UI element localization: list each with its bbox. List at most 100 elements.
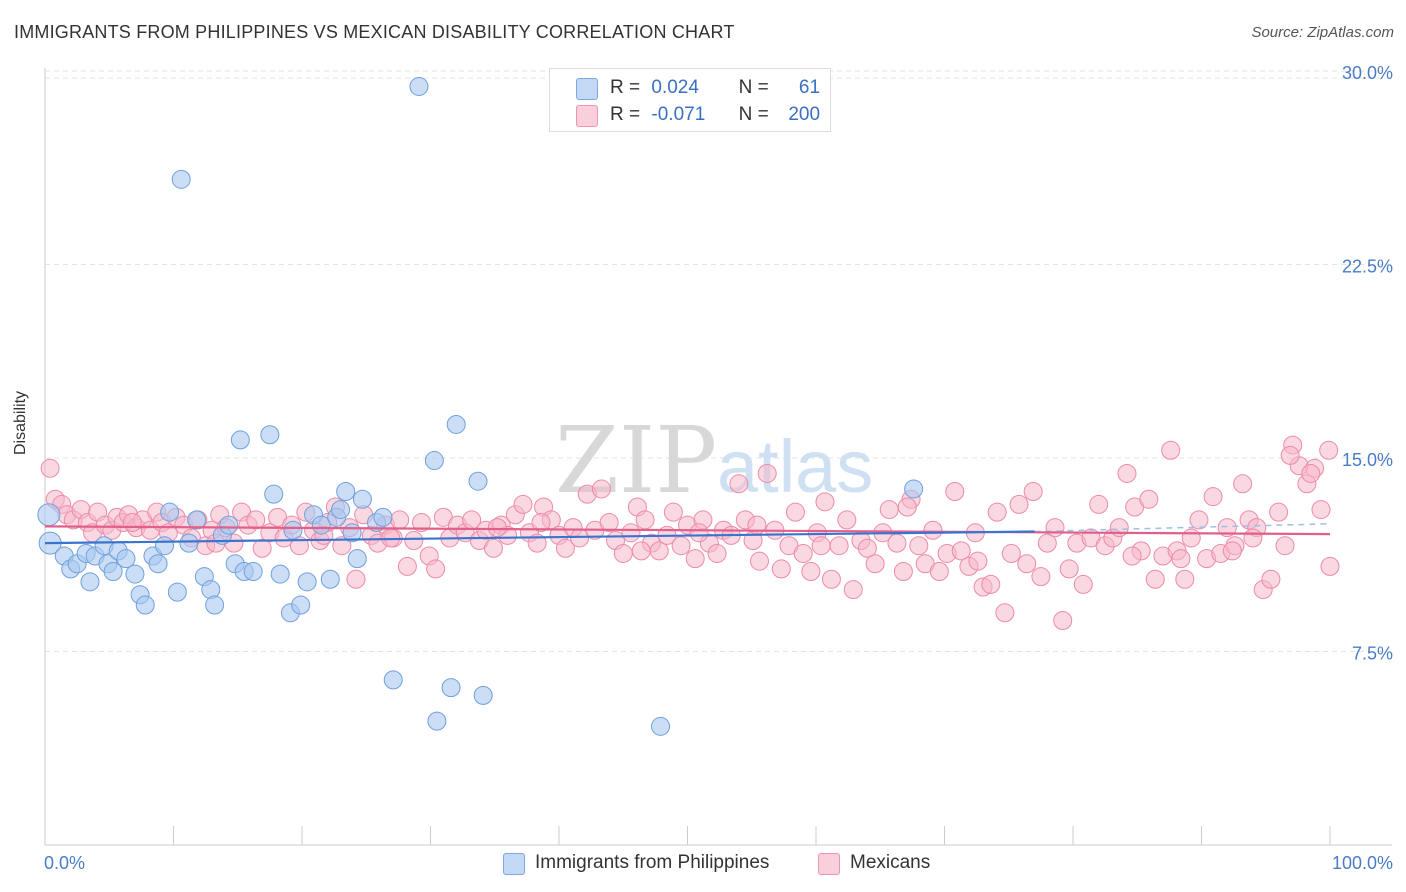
mexicans-point	[879, 500, 899, 520]
legend-r-value: 0.024	[651, 77, 699, 98]
mexicans-point	[426, 559, 446, 579]
mexicans-point	[397, 556, 417, 576]
mexicans-point	[811, 536, 831, 556]
mexicans-point	[929, 562, 949, 582]
legend-swatch-philippines	[576, 78, 598, 100]
mexicans-point	[1261, 569, 1281, 589]
legend-n-value: 61	[798, 77, 821, 98]
y-tick-label: 7.5%	[1352, 643, 1393, 663]
legend-r-value: -0.071	[651, 104, 706, 125]
mexicans-point	[771, 559, 791, 579]
philippines-point	[320, 569, 340, 589]
mexicans-point	[1045, 518, 1065, 538]
stats-legend: R = 0.024 N = 61 R = -0.071 N = 200	[549, 68, 831, 132]
x-tick-label: 0.0%	[44, 853, 85, 873]
mexicans-point	[412, 512, 432, 532]
mexicans-point	[527, 533, 547, 553]
axes	[44, 68, 1392, 846]
philippines-point	[383, 670, 403, 690]
legend-n-label: N =	[738, 104, 769, 125]
philippines-point	[37, 503, 61, 527]
chart-title: IMMIGRANTS FROM PHILIPPINES VS MEXICAN D…	[14, 22, 735, 42]
y-tick-label: 22.5%	[1342, 256, 1393, 276]
tick-labels: 7.5% 15.0% 22.5% 30.0% 0.0% 100.0%	[44, 63, 1393, 873]
mexicans-point	[1117, 463, 1137, 483]
philippines-trend-line	[44, 530, 1035, 545]
mexicans-point	[1059, 559, 1079, 579]
mexicans-point	[757, 463, 777, 483]
mexicans-point	[591, 479, 611, 499]
mexicans-point	[951, 541, 971, 561]
mexicans-point	[815, 492, 835, 512]
legend-r-label: R =	[610, 104, 641, 125]
mexicans-point	[1089, 494, 1109, 514]
philippines-point	[331, 500, 351, 520]
mexicans-point	[332, 536, 352, 556]
philippines-point	[230, 430, 250, 450]
mexicans-point	[893, 562, 913, 582]
philippines-point	[904, 479, 924, 499]
philippines-point	[116, 549, 136, 569]
mexicans-point	[897, 497, 917, 517]
philippines-point	[297, 572, 317, 592]
philippines-point	[179, 533, 199, 553]
philippines-point	[473, 685, 493, 705]
mexicans-point	[987, 502, 1007, 522]
philippines-point	[243, 562, 263, 582]
bottom-legend-label-mexicans: Mexicans	[850, 852, 931, 873]
philippines-point	[80, 572, 100, 592]
philippines-point	[424, 451, 444, 471]
x-tick-label: 100.0%	[1332, 853, 1393, 873]
mexicans-point	[671, 536, 691, 556]
mexicans-point	[1275, 536, 1295, 556]
philippines-point	[427, 711, 447, 731]
mexicans-point	[40, 458, 60, 478]
mexicans-point	[1037, 533, 1057, 553]
philippines-point	[446, 414, 466, 434]
philippines-point	[409, 76, 429, 96]
mexicans-point	[631, 541, 651, 561]
philippines-point	[125, 564, 145, 584]
mexicans-point	[252, 538, 272, 558]
legend-r-label: R =	[610, 77, 641, 98]
mexicans-point	[246, 510, 266, 530]
mexicans-point	[981, 574, 1001, 594]
philippines-point	[135, 595, 155, 615]
mexicans-point	[1319, 440, 1339, 460]
mexicans-trend-line	[44, 525, 1331, 536]
mexicans-point	[1222, 541, 1242, 561]
mexicans-point	[1189, 510, 1209, 530]
mexicans-point	[829, 536, 849, 556]
mexicans-point	[346, 569, 366, 589]
mexicans-point	[390, 510, 410, 530]
mexicans-point	[1311, 500, 1331, 520]
mexicans-point	[1122, 546, 1142, 566]
philippines-point	[171, 169, 191, 189]
mexicans-point	[843, 580, 863, 600]
mexicans-point	[1175, 569, 1195, 589]
mexicans-point	[968, 551, 988, 571]
philippines-point	[311, 515, 331, 535]
mexicans-point	[793, 543, 813, 563]
philippines-point	[219, 515, 239, 535]
mexicans-point	[749, 551, 769, 571]
mexicans-point	[621, 523, 641, 543]
bottom-legend-swatch-mexicans	[818, 853, 840, 875]
mexicans-point	[729, 474, 749, 494]
legend-n-value: 200	[788, 104, 821, 125]
mexicans-point	[707, 543, 727, 563]
philippines-point	[651, 716, 671, 736]
bottom-legend-swatch-philippines	[503, 853, 525, 875]
philippines-point	[260, 425, 280, 445]
mexicans-point	[1217, 518, 1237, 538]
philippines-point	[373, 507, 393, 527]
mexicans-point	[1139, 489, 1159, 509]
mexicans-point	[923, 520, 943, 540]
mexicans-point	[1017, 554, 1037, 574]
philippines-point	[283, 520, 303, 540]
mexicans-point	[1073, 574, 1093, 594]
mexicans-point	[1171, 549, 1191, 569]
philippines-point	[103, 562, 123, 582]
y-tick-label: 15.0%	[1342, 450, 1393, 470]
mexicans-point	[995, 603, 1015, 623]
